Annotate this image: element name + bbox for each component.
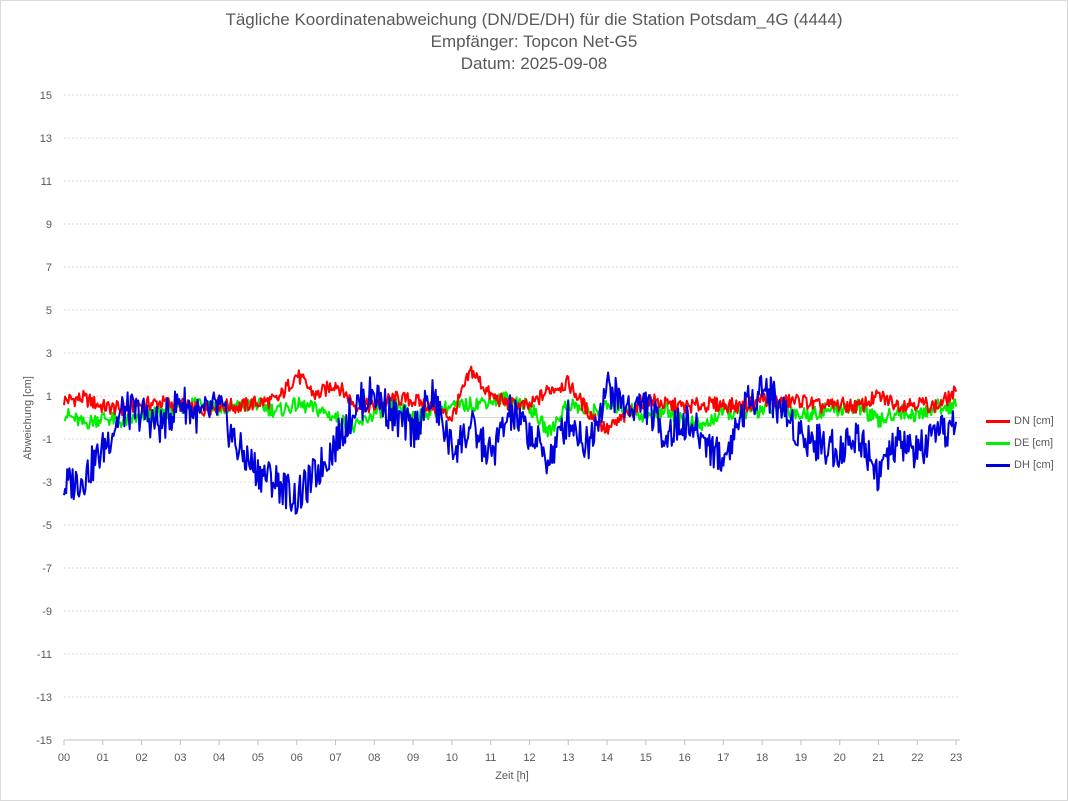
legend-label-de: DE [cm]	[1014, 437, 1054, 449]
legend-item-dn: DN [cm]	[986, 410, 1054, 432]
x-tick-label: 12	[523, 752, 535, 764]
x-tick-label: 06	[291, 752, 303, 764]
legend-swatch-dh	[986, 463, 1010, 467]
x-tick-label: 14	[601, 752, 613, 764]
x-tick-label: 13	[562, 752, 574, 764]
x-tick-label: 09	[407, 752, 419, 764]
x-tick-label: 10	[446, 752, 458, 764]
y-tick-label: 9	[46, 219, 52, 231]
y-tick-label: -7	[42, 563, 52, 575]
x-tick-label: 15	[640, 752, 652, 764]
x-tick-label: 17	[717, 752, 729, 764]
x-tick-label: 05	[252, 752, 264, 764]
series-line-dh	[63, 371, 958, 515]
x-tick-label: 02	[135, 752, 147, 764]
chart-title: Tägliche Koordinatenabweichung (DN/DE/DH…	[225, 10, 843, 29]
x-tick-label: 23	[950, 752, 962, 764]
chart-legend: DN [cm] DE [cm] DH [cm]	[986, 410, 1054, 476]
x-tick-label: 16	[678, 752, 690, 764]
y-tick-label: 15	[40, 90, 52, 102]
y-tick-label: -11	[37, 649, 52, 661]
legend-label-dn: DN [cm]	[1014, 415, 1054, 427]
y-tick-label: -3	[42, 477, 52, 489]
chart-title-block: Tägliche Koordinatenabweichung (DN/DE/DH…	[0, 9, 1068, 75]
x-tick-label: 22	[911, 752, 923, 764]
y-tick-label: 13	[40, 133, 52, 145]
x-tick-label: 11	[485, 752, 496, 764]
y-tick-label: 11	[41, 176, 52, 188]
y-tick-label: -13	[36, 692, 52, 704]
x-axis-label: Zeit [h]	[495, 770, 529, 782]
x-tick-label: 19	[795, 752, 807, 764]
series-lines	[63, 365, 958, 515]
gridlines	[64, 94, 960, 741]
y-tick-label: -9	[42, 606, 52, 618]
x-axis-ticks: 00 01 02 03 04 05 06 07 08 09 10 11 12 13 14 15 16 17 18 19…	[58, 740, 962, 764]
y-tick-label: -15	[36, 735, 52, 747]
legend-item-dh: DH [cm]	[986, 454, 1054, 476]
x-tick-label: 07	[329, 752, 341, 764]
x-tick-label: 08	[368, 752, 380, 764]
y-tick-label: 7	[46, 262, 52, 274]
x-tick-label: 03	[174, 752, 186, 764]
y-tick-label: -1	[42, 434, 52, 446]
y-tick-label: -5	[42, 520, 52, 532]
x-tick-label: 01	[97, 752, 109, 764]
x-tick-label: 04	[213, 752, 225, 764]
y-axis-label: Abweichung [cm]	[22, 376, 34, 460]
y-axis-ticks: 15 13 11 9 7 5 3 1 -1 -3 -5 -7 -9 -11 -13 -15	[36, 90, 52, 747]
x-tick-label: 21	[872, 752, 884, 764]
legend-swatch-dn	[986, 419, 1010, 423]
y-tick-label: 3	[46, 348, 52, 360]
chart-subtitle-date: Datum: 2025-09-08	[460, 54, 608, 73]
x-tick-label: 00	[58, 752, 70, 764]
chart-subtitle-receiver: Empfänger: Topcon Net-G5	[430, 32, 638, 51]
y-tick-label: 5	[46, 305, 52, 317]
legend-label-dh: DH [cm]	[1014, 459, 1054, 471]
x-tick-label: 18	[756, 752, 768, 764]
y-tick-label: 1	[46, 391, 52, 403]
legend-swatch-de	[986, 441, 1010, 445]
x-tick-label: 20	[834, 752, 846, 764]
legend-item-de: DE [cm]	[986, 432, 1054, 454]
